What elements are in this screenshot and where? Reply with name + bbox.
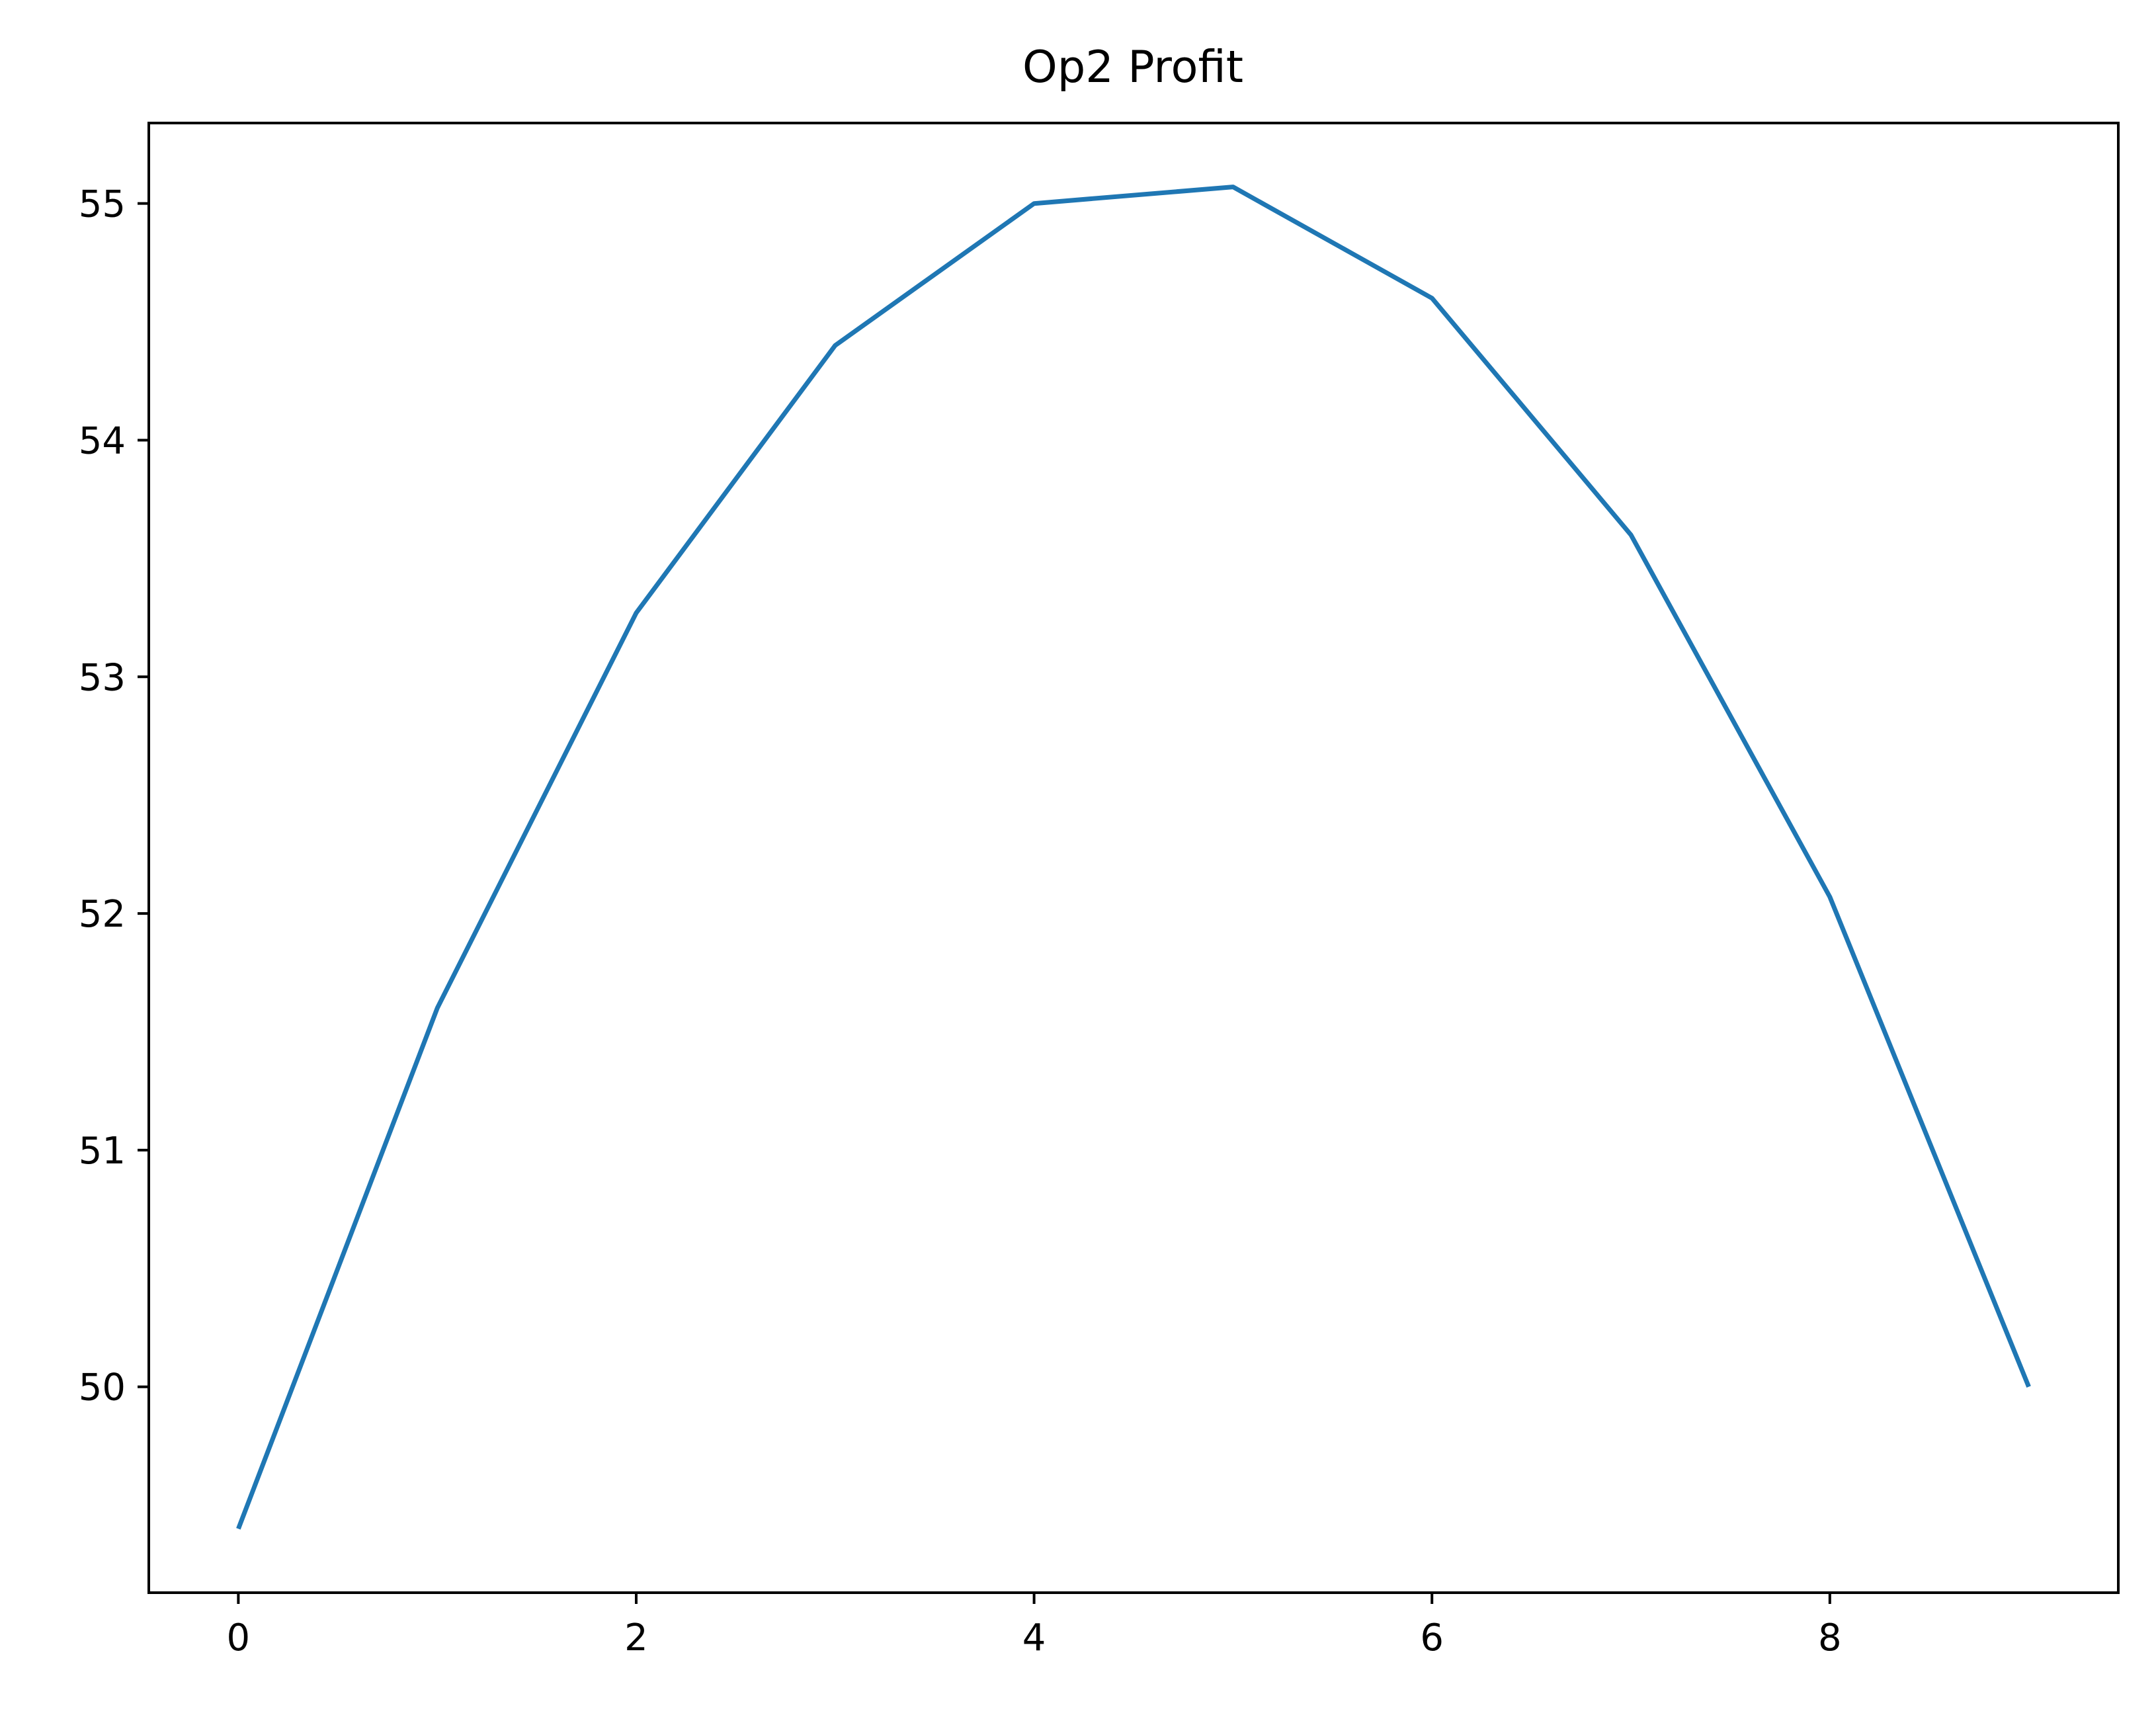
x-tick-label: 6 bbox=[1420, 1616, 1444, 1659]
chart-title: Op2 Profit bbox=[1022, 41, 1243, 93]
y-axis: 50 51 52 53 54 55 bbox=[79, 183, 149, 1409]
x-tick-label: 8 bbox=[1818, 1616, 1842, 1659]
y-tick-label: 54 bbox=[79, 419, 126, 462]
x-tick-label: 0 bbox=[227, 1616, 251, 1659]
axes-frame bbox=[147, 122, 2120, 1594]
x-tick-label: 4 bbox=[1022, 1616, 1046, 1659]
y-tick-label: 53 bbox=[79, 656, 126, 699]
y-tick-label: 55 bbox=[79, 183, 126, 226]
x-tick-label: 2 bbox=[624, 1616, 648, 1659]
y-tick-label: 50 bbox=[79, 1366, 126, 1409]
y-tick-label: 51 bbox=[79, 1130, 126, 1173]
x-axis: 0 2 4 6 8 bbox=[227, 1593, 1842, 1659]
y-tick-label: 52 bbox=[79, 893, 126, 936]
series-line-0 bbox=[236, 185, 2031, 1530]
plot-area bbox=[236, 185, 2031, 1530]
